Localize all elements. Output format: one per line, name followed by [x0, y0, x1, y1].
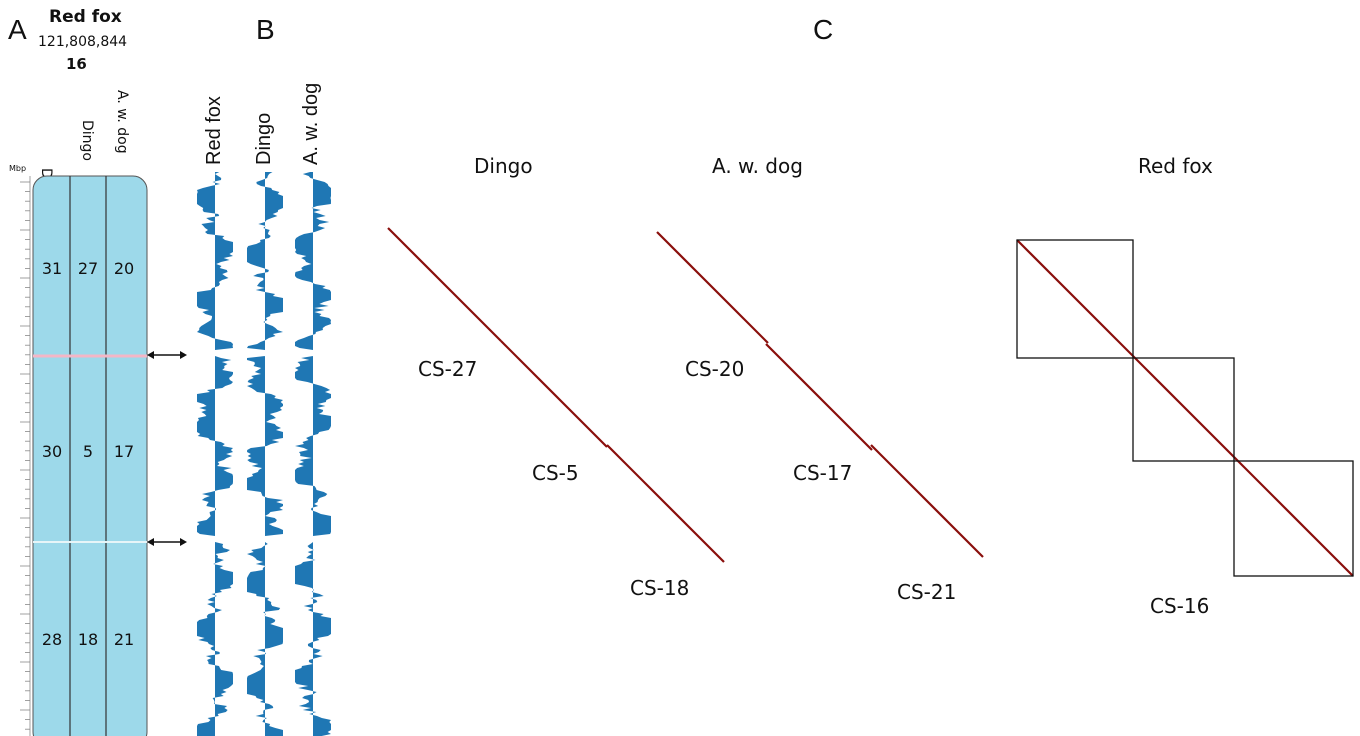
hic-domain-box	[1233, 460, 1354, 577]
hic-map	[656, 231, 769, 344]
block-number: 17	[113, 442, 135, 461]
hic-domain-box	[1132, 357, 1235, 462]
panel-letter-c: C	[813, 14, 834, 45]
hic-block-label: CS-5	[532, 461, 579, 485]
column-label-dingo: Dingo	[79, 120, 95, 161]
karyotype-length: 121,808,844	[38, 34, 128, 50]
hic-title-red-fox: Red fox	[1138, 154, 1213, 178]
block-number: 21	[113, 630, 135, 649]
block-number: 31	[41, 259, 63, 278]
hic-diagonal	[870, 444, 984, 558]
hic-map	[1016, 239, 1354, 577]
hic-diagonal	[765, 343, 873, 451]
hic-map	[870, 444, 984, 558]
compartment-tracks	[197, 172, 331, 736]
hic-block-label: CS-20	[685, 357, 745, 381]
hic-block-label: CS-27	[418, 357, 478, 381]
hic-title-dingo: Dingo	[474, 154, 533, 178]
hic-diagonal	[500, 340, 608, 448]
ruler-unit-label: Mbp	[9, 164, 27, 173]
hic-block-label: CS-17	[793, 461, 853, 485]
compartment-track	[247, 172, 283, 736]
panel-letter-b: B	[256, 14, 275, 45]
compartment-signal	[247, 172, 283, 736]
column-label-aw-dog: A. w. dog	[114, 90, 130, 154]
karyotype-species: Red fox	[49, 7, 122, 27]
hic-diagonal	[656, 231, 769, 344]
hic-title-aw-dog: A. w. dog	[712, 154, 803, 178]
track-label-aw-dog: A. w. dog	[300, 82, 322, 165]
block-number: 18	[77, 630, 99, 649]
block-number: 27	[77, 259, 99, 278]
chromosome-svg	[20, 175, 148, 736]
karyotype-chromosome: 16	[66, 55, 87, 73]
compartment-track	[197, 172, 233, 736]
breakpoint-arrow	[147, 351, 187, 359]
compartment-signal	[197, 172, 233, 736]
hic-block-label: CS-18	[630, 576, 690, 600]
hic-heatmaps	[387, 227, 1354, 577]
track-label-dingo: Dingo	[253, 112, 275, 165]
compartment-signal	[295, 172, 331, 736]
hic-map	[387, 227, 502, 342]
track-label-red-fox: Red fox	[203, 96, 225, 165]
hic-domain-box	[1016, 239, 1134, 359]
breakpoint-arrow	[147, 538, 187, 546]
block-number: 30	[41, 442, 63, 461]
hic-block-label: CS-21	[897, 580, 957, 604]
panel-letter-a: A	[8, 14, 27, 45]
chromosome-body	[32, 175, 148, 736]
ruler-ticks	[20, 176, 31, 736]
compartment-track	[295, 172, 331, 736]
block-number: 20	[113, 259, 135, 278]
block-number: 28	[41, 630, 63, 649]
block-number: 5	[82, 442, 94, 461]
hic-map	[500, 340, 608, 448]
hic-diagonal	[1016, 239, 1354, 577]
hic-block-label: CS-16	[1150, 594, 1210, 618]
hic-map	[606, 444, 725, 563]
hic-diagonal	[606, 444, 725, 563]
hic-map	[765, 343, 873, 451]
hic-diagonal	[387, 227, 502, 342]
